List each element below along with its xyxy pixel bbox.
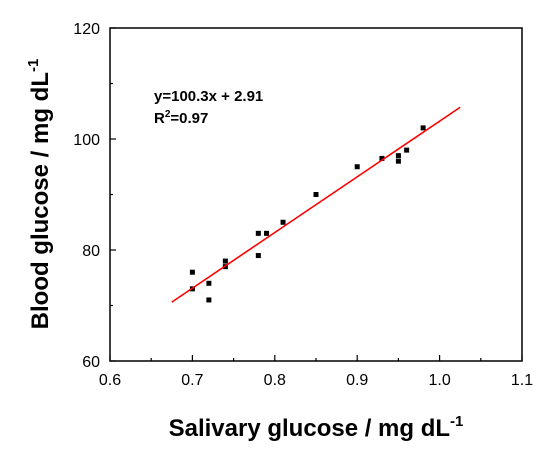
data-point-9 [280, 219, 286, 225]
x-axis-label: Salivary glucose / mg dL-1 [169, 413, 464, 442]
x-tick-label-3: 0.9 [346, 372, 368, 389]
data-points [189, 125, 426, 303]
x-tick-label-5: 1.1 [511, 372, 533, 389]
data-point-12 [379, 155, 385, 161]
data-point-6 [255, 253, 261, 259]
x-tick-label-0: 0.6 [99, 372, 121, 389]
y-axis-ticks: 60 80 100 120 [73, 21, 116, 371]
x-tick-label-2: 0.8 [264, 372, 286, 389]
y-tick-label-0: 60 [82, 354, 100, 371]
fit-equation: y=100.3x + 2.91 [154, 88, 263, 105]
fit-line [171, 106, 461, 303]
r-squared: R2=0.97 [154, 109, 208, 127]
data-point-15 [404, 147, 410, 153]
y-tick-label-3: 120 [73, 21, 100, 38]
y-tick-label-2: 100 [73, 132, 100, 149]
data-point-13 [395, 158, 401, 164]
data-point-10 [313, 192, 319, 197]
data-point-0 [189, 269, 195, 275]
data-point-5 [222, 258, 228, 264]
y-axis-label: Blood glucose / mg dL-1 [25, 59, 54, 330]
data-point-7 [255, 230, 261, 236]
data-point-16 [420, 125, 426, 131]
data-point-11 [354, 164, 360, 170]
data-point-2 [206, 297, 212, 303]
data-point-14 [395, 153, 401, 159]
x-tick-label-4: 1.0 [428, 372, 450, 389]
data-point-3 [206, 280, 212, 286]
x-tick-label-1: 0.7 [181, 372, 203, 389]
data-point-8 [264, 230, 270, 236]
y-tick-label-1: 80 [82, 243, 100, 260]
x-axis-ticks: 0.6 0.7 0.8 0.9 1.0 1.1 [99, 355, 533, 389]
